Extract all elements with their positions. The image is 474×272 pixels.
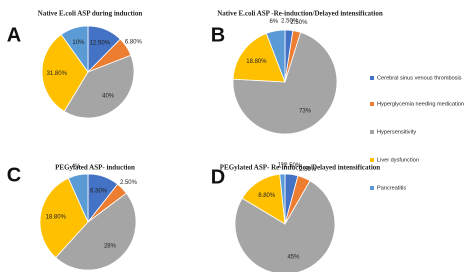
legend-label: Hypersensitivity — [377, 129, 416, 135]
data-label: 2.50% — [290, 20, 308, 26]
panel-letter: A — [7, 24, 21, 46]
legend-label: Hyperglycemia needing medication — [377, 101, 464, 107]
data-label: 40% — [102, 94, 115, 100]
legend-label: Cerebral sinus venous thrombosis — [377, 75, 462, 81]
data-label: 8.80% — [258, 193, 276, 199]
pie-slice — [41, 34, 89, 112]
data-label: 18.80% — [246, 59, 267, 65]
data-label: 4% — [72, 164, 81, 170]
legend-swatch — [370, 186, 374, 190]
pie-slice — [60, 25, 89, 74]
chart-title: PEGylated ASP- Re-induction/Delayed inte… — [220, 164, 381, 172]
pie-slice — [234, 180, 336, 272]
data-label: 28% — [104, 244, 117, 250]
pie-slice — [232, 32, 286, 83]
panel-letter: B — [211, 24, 225, 46]
legend-swatch — [370, 102, 374, 106]
data-label: 2.50% — [120, 180, 138, 186]
data-label: 31.80% — [47, 71, 68, 77]
data-label: 73% — [299, 109, 312, 115]
data-label: 6% — [269, 19, 278, 25]
pie-slice — [232, 31, 338, 135]
data-label: 10% — [72, 40, 85, 46]
data-label: 45% — [287, 255, 300, 261]
legend-label: Liver dysfunction — [377, 157, 419, 163]
legend-swatch — [370, 130, 374, 134]
legend-swatch — [370, 158, 374, 162]
pie-slice — [55, 192, 137, 271]
data-label: 1% — [278, 163, 287, 169]
data-label: 6.30% — [90, 189, 108, 195]
pie-slice — [67, 173, 89, 223]
pie-slice — [39, 177, 89, 259]
chart-title: Native E.coli ASP during induction — [38, 10, 143, 18]
pie-slice — [279, 173, 286, 225]
pie-slice — [63, 54, 135, 119]
data-label: 18.80% — [46, 214, 67, 220]
panel-letter: D — [211, 166, 225, 188]
legend-swatch — [370, 76, 374, 80]
data-label: 6.80% — [125, 40, 143, 46]
data-label: 2.50% — [281, 18, 299, 24]
data-label: 2.50% — [299, 167, 317, 173]
chart-title: Native E.coli ASP -Re-induction/Delayed … — [217, 10, 383, 18]
panel-letter: C — [7, 164, 21, 186]
chart-title: PEGylated ASP- induction — [55, 164, 135, 172]
data-label: 12.50% — [90, 41, 111, 47]
legend-label: Pancreatitis — [377, 185, 406, 191]
data-label: 2.50% — [284, 163, 302, 169]
pie-slice — [265, 29, 286, 83]
